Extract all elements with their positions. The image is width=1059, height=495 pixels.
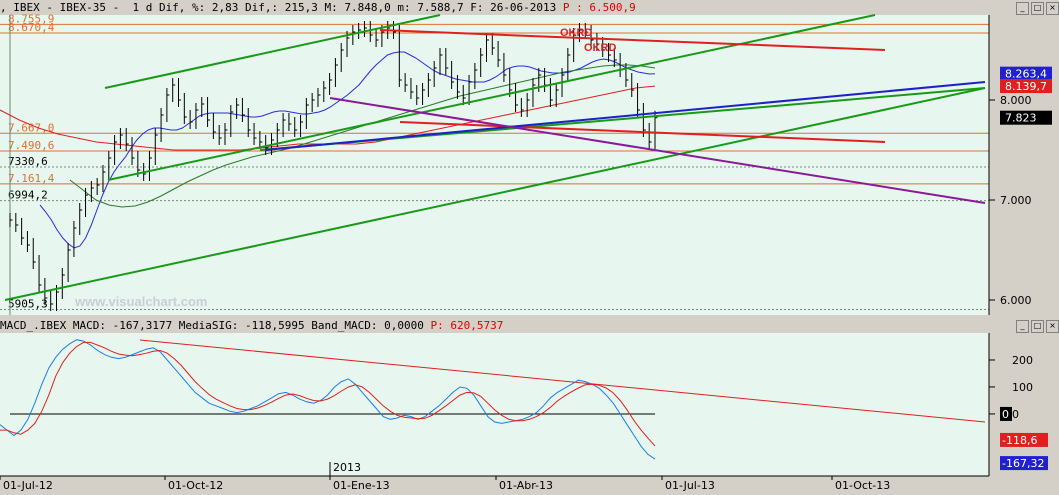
- macd-window-controls: _ □ ×: [1016, 320, 1059, 333]
- price-axis-tick-label: 8.000: [1000, 94, 1032, 107]
- price-window-controls: _ □ ×: [1016, 2, 1059, 15]
- price-tag-label: 8.139,7: [1005, 80, 1047, 93]
- macd-price-tag: [1000, 406, 1012, 421]
- level-label: 7.490,6: [8, 139, 54, 152]
- okrd-signal-label: OKRD: [560, 27, 592, 39]
- date-axis-tick-label: 01-Oct-13: [835, 479, 890, 492]
- date-axis-panel: [0, 476, 1059, 495]
- date-axis-tick-label: 01-Oct-12: [168, 479, 223, 492]
- macd-minimize-button[interactable]: _: [1016, 320, 1029, 333]
- macd-price-tag-label: -167,32: [1002, 457, 1044, 470]
- macd-axis-panel: [989, 333, 1059, 476]
- level-label: 7330,6: [8, 155, 48, 168]
- price-tag: [1000, 110, 1052, 125]
- price-axis-tick-label: 7.000: [1000, 194, 1032, 207]
- maximize-button[interactable]: □: [1031, 2, 1044, 15]
- ma-blue-line: [39, 51, 656, 249]
- price-header: , IBEX - IBEX-35 - 1 d Dif, %: 2,83 Dif,…: [0, 1, 636, 14]
- price-tag-label: 8.263,4: [1005, 68, 1047, 81]
- price-tag: [1000, 79, 1052, 94]
- okrd-signal-label: OKRD: [584, 42, 616, 54]
- macd-price-tag-label: 0: [1002, 408, 1009, 421]
- macd-axis-tick-label: 0: [1012, 408, 1019, 421]
- price-axis-tick-label: 6.000: [1000, 294, 1032, 307]
- level-label: 8.670,4: [8, 21, 55, 34]
- macd-header: MACD_.IBEX MACD: -167,3177 MediaSIG: -11…: [0, 319, 503, 332]
- price-tag: [1000, 66, 1052, 81]
- red-support-line: [399, 121, 886, 143]
- level-label: 6994,2: [8, 189, 48, 202]
- date-axis-tick-label: 01-Jul-13: [665, 479, 715, 492]
- minimize-button[interactable]: _: [1016, 2, 1029, 15]
- level-label: 7.161,4: [8, 172, 55, 185]
- green-channel-mid-upper: [107, 14, 876, 181]
- green-channel-upper: [104, 14, 441, 89]
- price-tag-label: 7.823: [1005, 112, 1037, 125]
- macd-header-price: P: 620,5737: [430, 319, 504, 332]
- macd-trend-line: [139, 339, 986, 423]
- green-channel-lower: [4, 87, 986, 301]
- purple-trend-line: [329, 97, 986, 204]
- macd-header-text: MACD_.IBEX MACD: -167,3177 MediaSIG: -11…: [0, 319, 431, 332]
- macd-price-tag-label: -118,6: [1002, 434, 1037, 447]
- level-label: 7.667,0: [8, 121, 54, 134]
- year-marker-label: 2013: [333, 461, 361, 474]
- level-label: 5905,3: [8, 297, 48, 310]
- macd-axis-tick-label: 200: [1012, 354, 1033, 367]
- red-resistance-line: [379, 29, 886, 51]
- macd-price-tag: [1000, 456, 1048, 471]
- level-label: 8.755,9: [8, 12, 54, 25]
- date-axis-tick-label: 01-Ene-13: [333, 479, 390, 492]
- blue-trend-line: [264, 81, 986, 151]
- signal-line: [0, 341, 656, 447]
- price-header-price: P : 6.500,9: [562, 1, 636, 14]
- date-axis-tick-label: 01-Jul-12: [3, 479, 53, 492]
- price-header-text: , IBEX - IBEX-35 - 1 d Dif, %: 2,83 Dif,…: [0, 1, 563, 14]
- macd-line: [0, 339, 656, 460]
- price-axis-panel: [989, 15, 1059, 315]
- date-axis-tick-label: 01-Abr-13: [499, 479, 553, 492]
- macd-price-tag: [1000, 432, 1048, 447]
- ma-red-line: [0, 85, 656, 151]
- macd-maximize-button[interactable]: □: [1031, 320, 1044, 333]
- watermark: www.visualchart.com: [74, 294, 207, 309]
- macd-axis-tick-label: 100: [1012, 381, 1033, 394]
